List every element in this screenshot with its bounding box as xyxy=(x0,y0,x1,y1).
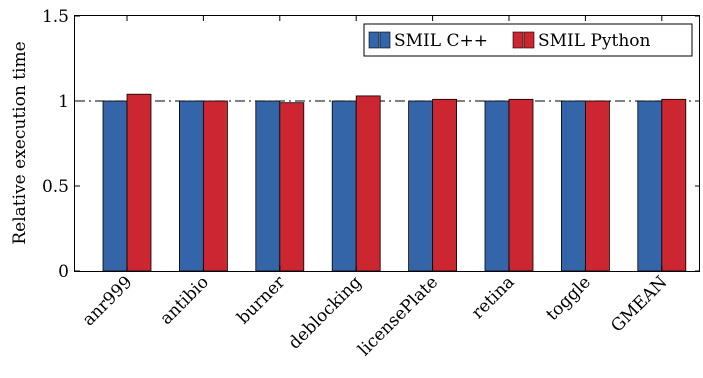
bar-smil-python-gmean xyxy=(661,98,687,272)
legend-swatch-smil-python xyxy=(523,31,535,49)
legend-swatch-smil-cpp xyxy=(379,31,391,49)
y-tick-label: 1 xyxy=(58,92,69,112)
x-tick-label: retina xyxy=(468,272,519,323)
x-tick-label: toggle xyxy=(542,272,595,325)
bar-smil-python-retina xyxy=(508,98,534,272)
bar-smil-python-licenseplate xyxy=(432,98,458,272)
x-tick-label: licensePlate xyxy=(354,272,442,360)
y-axis-title: Relative execution time xyxy=(10,41,30,244)
bar-smil-python-toggle xyxy=(585,100,610,272)
bar-smil-python-burner xyxy=(279,102,305,272)
bar-smil-cpp-gmean xyxy=(637,100,663,272)
legend: SMIL C++ SMIL Python xyxy=(363,23,693,57)
x-tick-label: burner xyxy=(233,272,290,329)
legend-swatch-smil-cpp xyxy=(368,31,380,49)
bar-smil-python-deblocking xyxy=(355,95,381,272)
legend-swatch-smil-python xyxy=(512,31,524,49)
bar-smil-python-antibio xyxy=(202,100,228,272)
bar-smil-cpp-retina xyxy=(484,100,510,272)
legend-label-smil-cpp: SMIL C++ xyxy=(394,31,488,51)
bar-smil-cpp-deblocking xyxy=(331,100,357,272)
bar-smil-cpp-licenseplate xyxy=(408,100,434,272)
y-tick-label: 0.5 xyxy=(42,177,69,197)
bar-smil-cpp-burner xyxy=(255,100,281,272)
x-tick-label: deblocking xyxy=(285,272,366,353)
bar-smil-python-anr999 xyxy=(126,93,152,272)
x-tick-label: anr999 xyxy=(79,272,137,330)
y-tick-label: 0 xyxy=(58,262,69,282)
bar-smil-cpp-anr999 xyxy=(102,100,128,272)
bars-layer xyxy=(102,93,687,272)
bar-smil-cpp-antibio xyxy=(178,100,204,272)
bar-smil-cpp-toggle xyxy=(561,100,586,272)
y-tick-label: 1.5 xyxy=(42,7,69,27)
legend-label-smil-python: SMIL Python xyxy=(538,31,651,51)
x-tick-label: GMEAN xyxy=(607,272,671,336)
x-tick-label: antibio xyxy=(156,272,213,329)
plot-frame xyxy=(74,15,700,272)
